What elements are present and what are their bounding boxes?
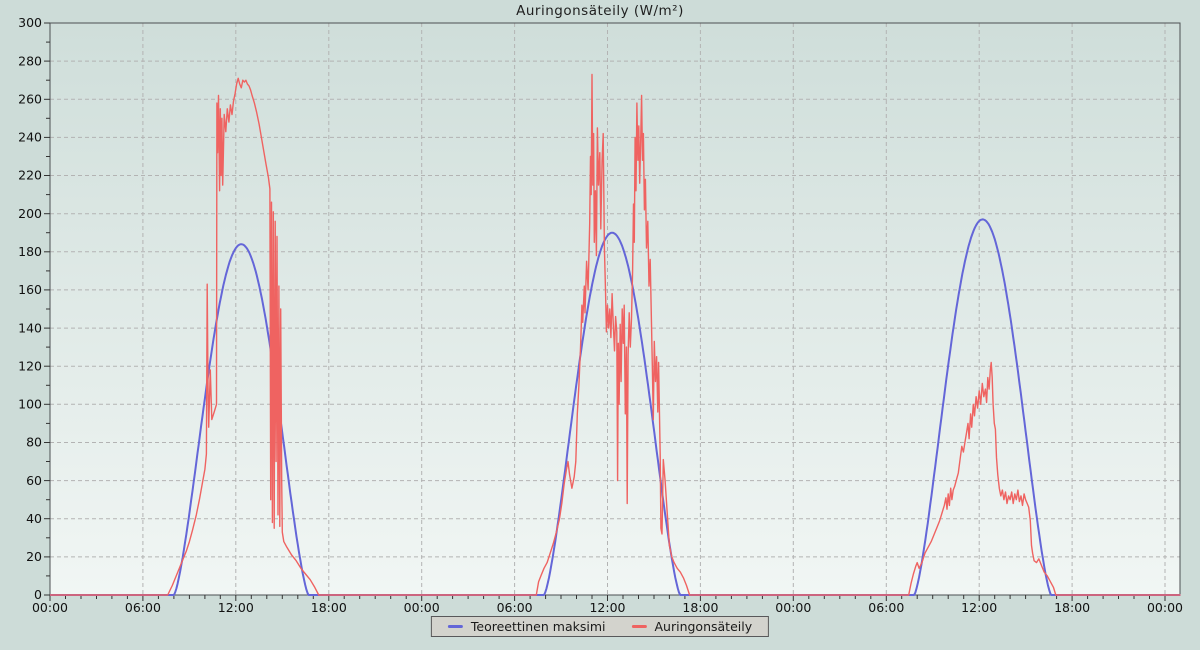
svg-text:280: 280 [18, 53, 42, 68]
svg-text:00:00: 00:00 [404, 600, 440, 615]
gridlines [50, 23, 1180, 595]
svg-text:100: 100 [18, 397, 42, 412]
legend-label-auringonsateily: Auringonsäteily [654, 619, 753, 634]
svg-text:06:00: 06:00 [125, 600, 161, 615]
plot-background [50, 23, 1180, 595]
svg-text:00:00: 00:00 [1147, 600, 1183, 615]
svg-text:300: 300 [18, 15, 42, 30]
svg-text:0: 0 [34, 587, 42, 602]
svg-text:00:00: 00:00 [32, 600, 68, 615]
svg-text:12:00: 12:00 [961, 600, 997, 615]
svg-text:18:00: 18:00 [311, 600, 347, 615]
svg-text:140: 140 [18, 320, 42, 335]
svg-text:120: 120 [18, 358, 42, 373]
svg-text:40: 40 [26, 511, 42, 526]
legend-label-teoreettinen-maksimi: Teoreettinen maksimi [470, 619, 606, 634]
legend: Teoreettinen maksimi Auringonsäteily [430, 616, 770, 637]
svg-text:12:00: 12:00 [218, 600, 254, 615]
svg-text:160: 160 [18, 282, 42, 297]
svg-text:240: 240 [18, 130, 42, 145]
svg-text:260: 260 [18, 92, 42, 107]
svg-text:18:00: 18:00 [1054, 600, 1090, 615]
legend-swatch-red-line [631, 625, 647, 628]
svg-text:12:00: 12:00 [589, 600, 625, 615]
chart-title: Auringonsäteily (W/m²) [516, 3, 684, 19]
series-teoreettinen-maksimi [50, 218, 1181, 596]
svg-text:18:00: 18:00 [682, 600, 718, 615]
svg-text:06:00: 06:00 [868, 600, 904, 615]
svg-text:200: 200 [18, 206, 42, 221]
svg-text:80: 80 [26, 435, 42, 450]
svg-text:06:00: 06:00 [497, 600, 533, 615]
svg-text:00:00: 00:00 [775, 600, 811, 615]
svg-text:20: 20 [26, 549, 42, 564]
legend-swatch-blue-line [447, 625, 463, 628]
legend-item-teoreettinen-maksimi: Teoreettinen maksimi [447, 619, 606, 634]
legend-item-auringonsateily: Auringonsäteily [631, 619, 752, 634]
svg-text:60: 60 [26, 473, 42, 488]
y-axis-labels: 0 20 40 60 80 100 120 140 160 180 200 220 240 260 280 3… [18, 15, 42, 602]
series-auringonsateily [50, 73, 1181, 596]
svg-text:180: 180 [18, 244, 42, 259]
svg-text:220: 220 [18, 168, 42, 183]
x-axis-labels: 00:00 06:00 12:00 18:00 00:00 06:00 12:00 18:00… [32, 600, 1183, 615]
